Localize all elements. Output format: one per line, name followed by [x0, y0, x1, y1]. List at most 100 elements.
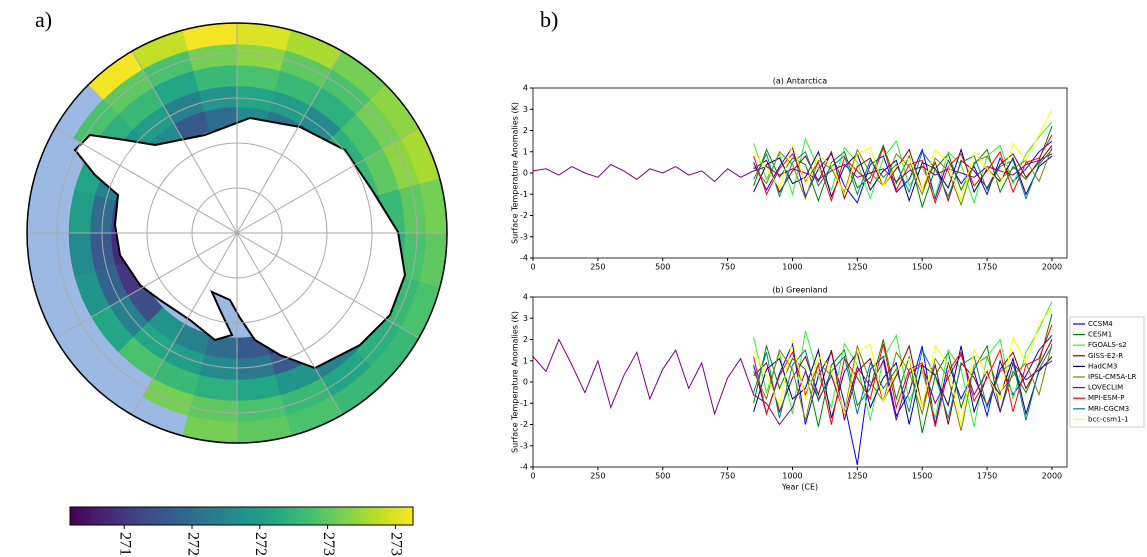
x-tick-label: 1500: [912, 472, 932, 481]
colorbar-cell: [121, 507, 125, 525]
x-tick-label: 1750: [977, 263, 997, 272]
y-tick-label: 1: [523, 147, 528, 156]
colorbar-cell: [115, 507, 120, 525]
x-tick-label: 1000: [782, 263, 802, 272]
colorbar-cell: [141, 507, 145, 525]
colorbar-cell: [132, 507, 137, 525]
colorbar-cell: [298, 507, 303, 525]
colorbar-cell: [372, 507, 377, 525]
y-tick-label: 2: [523, 335, 528, 344]
series-line: [753, 301, 1053, 427]
land: [73, 116, 407, 370]
colorbar-cell: [378, 507, 383, 525]
x-tick-label: 1750: [977, 472, 997, 481]
y-axis-label: Surface Temperature Anomalies (K): [511, 311, 520, 453]
colorbar-cell: [95, 507, 100, 525]
colorbar-cell: [390, 507, 394, 525]
x-tick-label: 250: [590, 472, 605, 481]
x-tick-label: 1250: [847, 472, 867, 481]
y-tick-label: -2: [520, 420, 528, 429]
colorbar-cell: [75, 507, 80, 525]
colorbar-cell: [221, 507, 225, 525]
x-tick-label: 0: [530, 472, 535, 481]
colorbar-cell: [261, 507, 265, 525]
colorbar-cell: [381, 507, 385, 525]
colorbar-cell: [158, 507, 162, 525]
y-tick-label: 4: [523, 84, 528, 93]
series-line: [532, 153, 1053, 183]
colorbar-cell: [201, 507, 205, 525]
y-tick-label: 3: [523, 105, 528, 114]
y-axis-label: Surface Temperature Anomalies (K): [511, 102, 520, 244]
colorbar-cell: [90, 507, 94, 525]
series-line: [753, 334, 1053, 466]
series-line: [753, 307, 1053, 425]
colorbar-cell: [332, 507, 337, 525]
colorbar-cell: [350, 507, 354, 525]
x-tick-label: 2000: [1042, 263, 1062, 272]
colorbar: [69, 506, 414, 526]
colorbar-cell: [164, 507, 168, 525]
colorbar-cell: [335, 507, 340, 525]
x-tick-label: 750: [720, 263, 735, 272]
y-tick-label: 1: [523, 356, 528, 365]
colorbar-cell: [355, 507, 360, 525]
colorbar-cell: [295, 507, 300, 525]
colorbar-cell: [341, 507, 345, 525]
legend-label: MRI-CGCM3: [1088, 405, 1129, 413]
colorbar-cell: [281, 507, 285, 525]
colorbar-cell: [347, 507, 351, 525]
colorbar-cell: [98, 507, 102, 525]
colorbar-cell: [138, 507, 142, 525]
colorbar-cell: [167, 507, 171, 525]
colorbar-tick-label: 271.5: [117, 532, 134, 557]
colorbar-cell: [247, 507, 251, 525]
y-tick-label: 3: [523, 314, 528, 323]
y-tick-label: -1: [520, 399, 528, 408]
colorbar-cell: [384, 507, 388, 525]
colorbar-cell: [264, 507, 268, 525]
colorbar-cell: [210, 507, 214, 525]
colorbar-cell: [70, 507, 74, 525]
series-line: [753, 109, 1053, 203]
colorbar-cell: [267, 507, 271, 525]
series-line: [753, 126, 1053, 209]
legend-label: LOVECLIM: [1088, 384, 1123, 392]
x-tick-label: 1250: [847, 263, 867, 272]
colorbar-cell: [84, 507, 88, 525]
y-tick-label: 2: [523, 126, 528, 135]
colorbar-cell: [395, 507, 400, 525]
series-line: [753, 140, 1053, 204]
colorbar-cell: [392, 507, 397, 525]
legend-label: MPI-ESM-P: [1088, 394, 1125, 402]
colorbar-cell: [290, 507, 294, 525]
colorbar-cell: [107, 507, 111, 525]
colorbar-cell: [312, 507, 317, 525]
colorbar-cell: [190, 507, 194, 525]
colorbar-cell: [284, 507, 288, 525]
colorbar-cell: [112, 507, 117, 525]
colorbar-cell: [155, 507, 160, 525]
colorbar-cell: [327, 507, 331, 525]
colorbar-cell: [218, 507, 222, 525]
colorbar-cell: [124, 507, 128, 525]
colorbar-cell: [252, 507, 257, 525]
x-tick-label: 250: [590, 263, 605, 272]
x-tick-label: 500: [655, 263, 670, 272]
colorbar-tick-label: 272.5: [252, 532, 269, 557]
y-tick-label: -2: [520, 211, 528, 220]
colorbar-cell: [104, 507, 108, 525]
panel-label: b): [540, 7, 558, 32]
colorbar-cell: [152, 507, 157, 525]
x-tick-label: 2000: [1042, 472, 1062, 481]
colorbar-cell: [224, 507, 228, 525]
y-tick-label: 0: [523, 378, 528, 387]
colorbar-cell: [241, 507, 245, 525]
colorbar-cell: [301, 507, 305, 525]
legend-label: HadCM3: [1088, 362, 1117, 370]
colorbar-cell: [181, 507, 185, 525]
x-tick-label: 1500: [912, 263, 932, 272]
colorbar-cell: [315, 507, 320, 525]
colorbar-cell: [198, 507, 202, 525]
